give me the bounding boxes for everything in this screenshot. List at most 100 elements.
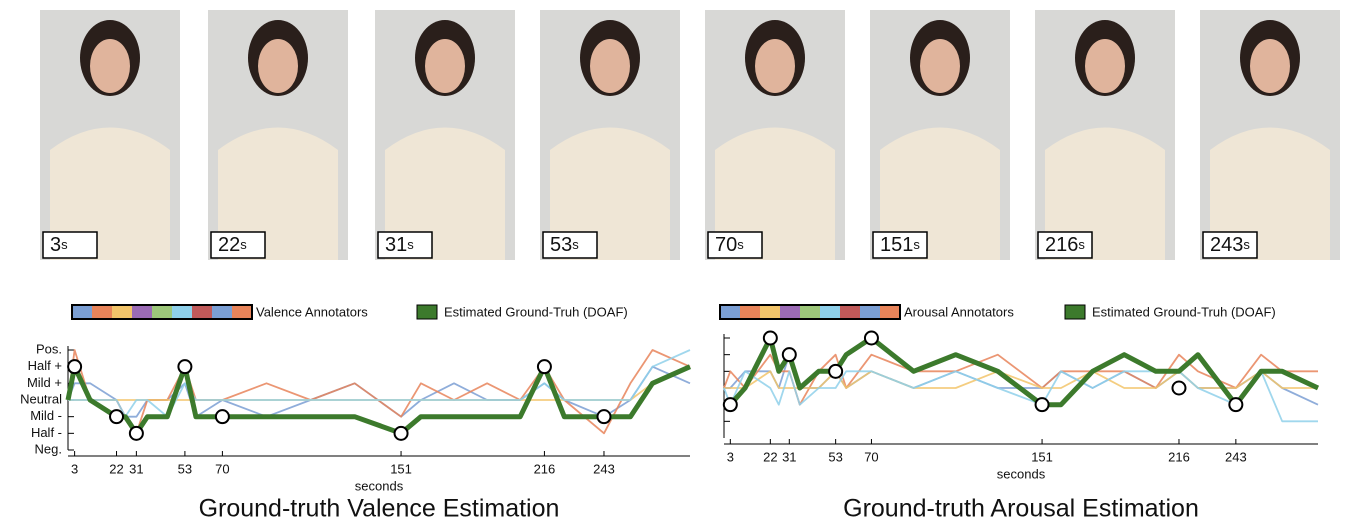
legend-swatch — [800, 305, 820, 319]
legend-label: Valence Annotators — [256, 304, 368, 319]
person-face — [920, 39, 960, 93]
time-label: 31s — [385, 234, 414, 256]
legend-swatch — [760, 305, 780, 319]
legend-swatch — [740, 305, 760, 319]
legend-swatch — [72, 305, 92, 319]
video-frame: 31s — [375, 10, 515, 260]
y-tick-label: Mild + — [27, 375, 62, 390]
legend-swatch — [92, 305, 112, 319]
legend-swatch — [132, 305, 152, 319]
time-label: 243s — [1210, 234, 1250, 256]
time-value: 243 — [1210, 234, 1243, 256]
x-tick-label: 216 — [534, 461, 556, 476]
time-label: 53s — [550, 234, 579, 256]
time-unit: s — [407, 237, 414, 252]
person-body — [218, 127, 338, 260]
x-tick-label: 243 — [593, 461, 615, 476]
y-tick-label: Half + — [28, 358, 62, 373]
time-unit: s — [572, 237, 579, 252]
keyframe-marker — [536, 359, 552, 375]
annotator-line — [68, 365, 691, 401]
time-value: 216 — [1045, 234, 1078, 256]
y-tick-label: Pos. — [36, 341, 62, 356]
x-tick-label: 70 — [215, 461, 229, 476]
keyframe-marker — [393, 425, 409, 441]
person-face — [590, 39, 630, 93]
video-frame: 151s — [870, 10, 1010, 260]
video-frame: 216s — [1035, 10, 1175, 260]
time-box — [210, 231, 266, 259]
time-box — [1202, 231, 1258, 259]
legend-swatch — [1064, 304, 1086, 320]
x-tick-label: 22 — [763, 449, 777, 464]
annotator-line — [68, 349, 691, 418]
time-box — [872, 231, 928, 259]
time-box — [707, 231, 763, 259]
time-value: 53 — [550, 234, 572, 256]
legend-label: Arousal Annotators — [904, 304, 1014, 319]
x-tick-label: 31 — [782, 449, 796, 464]
legend-label: Estimated Ground-Truh (DOAF) — [444, 304, 628, 319]
person-face — [258, 39, 298, 93]
keyframe-marker — [1171, 380, 1187, 396]
annotator-line — [723, 370, 1318, 423]
legend-swatch — [780, 305, 800, 319]
person-body — [1210, 127, 1330, 260]
time-value: 22 — [218, 234, 240, 256]
legend-swatch-border — [719, 304, 901, 320]
y-tick-label: Neg. — [35, 441, 62, 456]
annotator-line — [67, 349, 691, 435]
person-body — [550, 127, 670, 260]
person-body — [715, 127, 835, 260]
video-frame: 22s — [208, 10, 348, 260]
person-face — [755, 39, 795, 93]
keyframe-marker — [762, 330, 778, 346]
time-unit: s — [913, 237, 920, 252]
x-tick-label: 3 — [727, 449, 734, 464]
time-unit: s — [1243, 237, 1250, 252]
time-box — [1037, 231, 1093, 259]
time-value: 151 — [880, 234, 913, 256]
legend-label: Estimated Ground-Truh (DOAF) — [1092, 304, 1276, 319]
person-body — [385, 127, 505, 260]
legend-swatch — [860, 305, 880, 319]
time-value: 31 — [385, 234, 407, 256]
legend-swatch — [112, 305, 132, 319]
x-axis-label: seconds — [997, 466, 1046, 481]
time-value: 3 — [50, 234, 61, 256]
legend-swatch — [820, 305, 840, 319]
time-box — [377, 231, 433, 259]
x-axis-label: seconds — [355, 478, 404, 493]
person-face — [1250, 39, 1290, 93]
estimate-line — [65, 364, 692, 436]
x-tick-label: 3 — [71, 461, 78, 476]
keyframe-marker — [128, 425, 144, 441]
time-box — [42, 231, 98, 259]
time-label: 151s — [880, 234, 920, 256]
person-body — [50, 127, 170, 260]
legend-swatch — [840, 305, 860, 319]
person-face — [90, 39, 130, 93]
keyframe-marker — [828, 363, 844, 379]
keyframe-marker — [67, 359, 83, 375]
keyframe-marker — [1228, 397, 1244, 413]
y-tick-label: Mild - — [30, 408, 62, 423]
estimate-line — [724, 335, 1320, 408]
time-unit: s — [61, 237, 68, 252]
legend-swatch — [192, 305, 212, 319]
legend-swatch-border — [71, 304, 253, 320]
legend-swatch — [212, 305, 232, 319]
video-frame: 3s — [40, 10, 180, 260]
chart-title: Ground-truth Arousal Estimation — [843, 495, 1199, 523]
y-tick-label: Neutral — [20, 391, 62, 406]
x-tick-label: 53 — [178, 461, 192, 476]
legend-swatch — [880, 305, 900, 319]
time-label: 3s — [50, 234, 68, 256]
keyframe-marker — [1034, 397, 1050, 413]
x-tick-label: 151 — [1031, 449, 1053, 464]
keyframe-marker — [214, 409, 230, 425]
time-unit: s — [737, 237, 744, 252]
time-label: 70s — [715, 234, 744, 256]
